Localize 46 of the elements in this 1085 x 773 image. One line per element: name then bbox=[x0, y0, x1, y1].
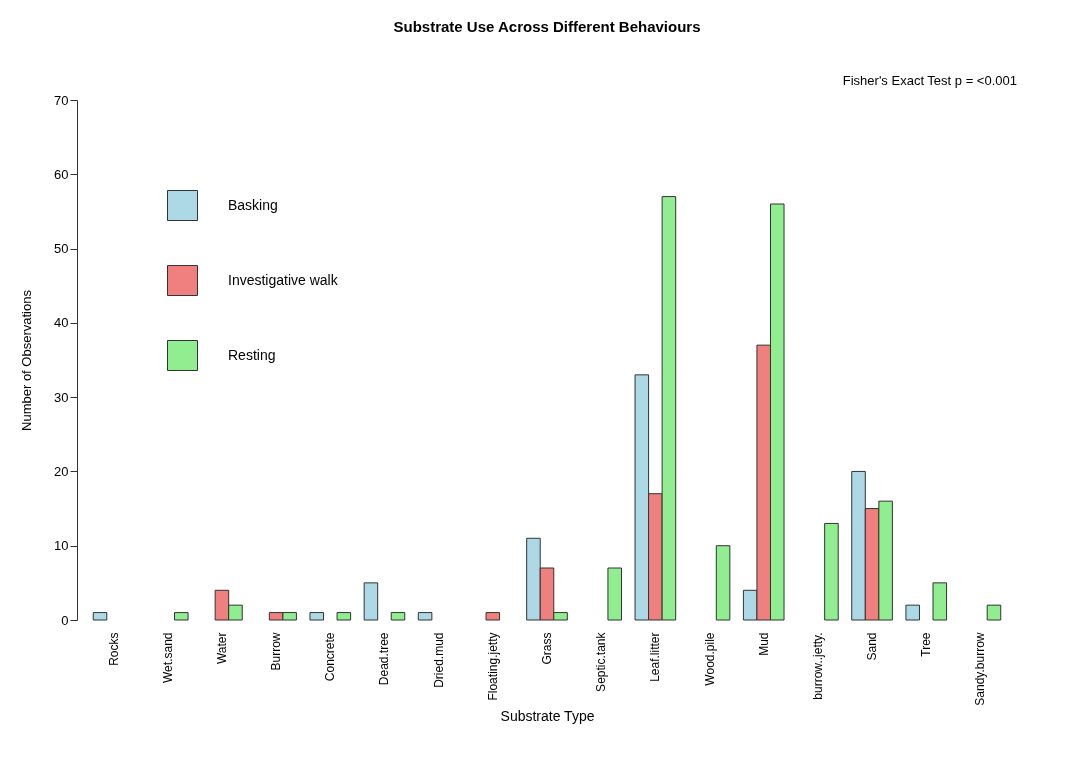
y-tick-label: 10 bbox=[54, 538, 69, 554]
x-tick-label: Septic.tank bbox=[594, 631, 609, 692]
y-tick-label: 0 bbox=[61, 612, 69, 628]
x-tick-label: Rocks bbox=[106, 632, 121, 666]
legend-label: Investigative walk bbox=[228, 271, 339, 288]
bar bbox=[824, 522, 839, 621]
chart-title: Substrate Use Across Different Behaviours bbox=[393, 18, 701, 35]
bar bbox=[485, 612, 501, 621]
y-tick-label: 70 bbox=[54, 92, 69, 108]
bar bbox=[390, 612, 406, 621]
y-tick-label: 50 bbox=[54, 241, 69, 257]
x-tick-label: Water bbox=[214, 632, 229, 665]
bar bbox=[309, 612, 325, 621]
legend-label: Resting bbox=[228, 346, 276, 363]
x-tick-label: Wet.sand bbox=[160, 632, 175, 683]
x-tick-label: Grass bbox=[540, 632, 554, 665]
x-tick-label: Sandy.burrow bbox=[973, 632, 988, 706]
bar bbox=[92, 612, 108, 621]
bar bbox=[174, 612, 189, 621]
bar bbox=[932, 582, 948, 621]
x-tick-label: Dried.mud bbox=[431, 632, 446, 688]
x-tick-label: Mud bbox=[756, 632, 771, 656]
y-tick-label: 60 bbox=[54, 166, 69, 182]
x-tick-label: Tree bbox=[919, 632, 934, 657]
bar bbox=[986, 604, 1002, 621]
bar bbox=[715, 545, 731, 621]
bar bbox=[905, 604, 920, 621]
x-axis-title: Substrate Type bbox=[500, 707, 595, 724]
y-tick-label: 40 bbox=[54, 315, 69, 331]
x-tick-label: Wood.pile bbox=[702, 632, 717, 686]
x-tick-label: Burrow bbox=[269, 632, 284, 671]
x-tick-label: Dead.tree bbox=[377, 632, 392, 686]
x-tick-label: Concrete bbox=[323, 632, 338, 682]
y-tick-label: 30 bbox=[54, 389, 69, 405]
bar bbox=[607, 567, 622, 621]
x-tick-label: Floating.jetty bbox=[485, 632, 500, 701]
bar bbox=[336, 612, 352, 621]
text: Fisher's Exact Test p = <0.001 bbox=[842, 73, 1017, 88]
y-axis-title: Number of Observations bbox=[19, 289, 35, 431]
x-tick-label: Leaf.litter bbox=[648, 632, 663, 682]
bar bbox=[417, 612, 433, 621]
x-tick-label: burrow..jetty. bbox=[810, 632, 825, 700]
y-tick-label: 20 bbox=[54, 463, 69, 479]
x-tick-label: Sand bbox=[865, 632, 880, 661]
legend-label: Basking bbox=[228, 196, 278, 213]
bar bbox=[363, 582, 379, 621]
